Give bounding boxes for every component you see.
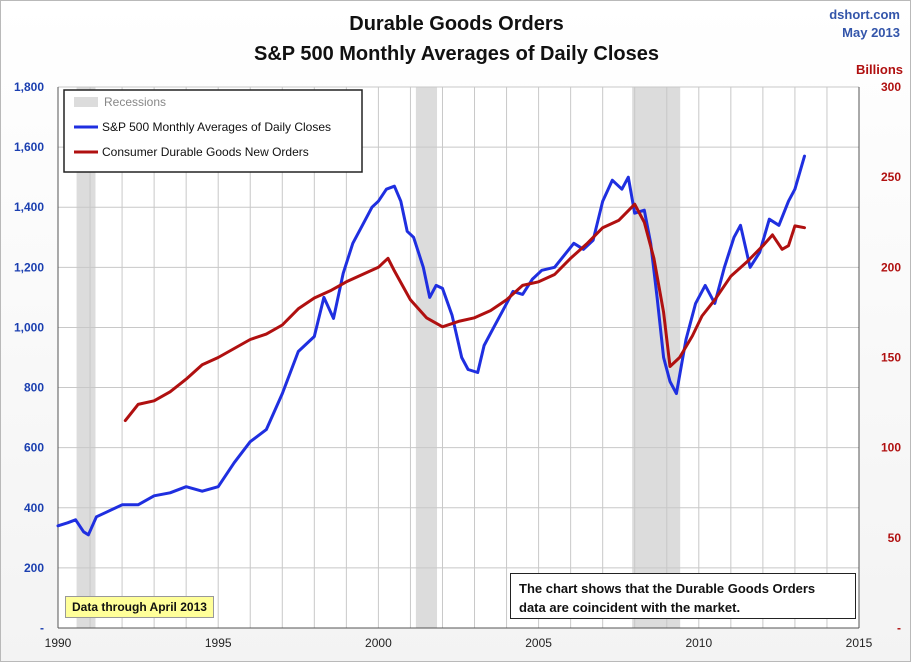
legend-recession-swatch [74,97,98,107]
y-right-tick-label: - [897,621,901,635]
x-tick-label: 1990 [45,636,72,650]
legend-recession-label: Recessions [104,95,166,109]
y-left-tick-label: 1,800 [14,80,44,94]
y-right-tick-label: 100 [881,441,901,455]
source-label: dshort.com [829,7,900,22]
x-tick-label: 2000 [365,636,392,650]
y-right-tick-label: 50 [888,531,902,545]
recession-band [415,87,438,628]
y-left-tick-label: 800 [24,381,44,395]
x-tick-label: 2015 [846,636,873,650]
legend-durable-label: Consumer Durable Goods New Orders [102,145,309,159]
y-left-tick-label: 1,400 [14,200,44,214]
y-left-tick-label: - [40,621,44,635]
y-left-tick-label: 1,600 [14,140,44,154]
legend-box [63,89,363,173]
y-left-tick-label: 1,200 [14,260,44,274]
recession-band [632,87,681,628]
x-tick-label: 1995 [205,636,232,650]
y-right-unit-label: Billions [856,62,903,77]
recession-band [76,87,96,628]
y-right-tick-label: 300 [881,80,901,94]
source-date: May 2013 [842,25,900,40]
plot-area [58,87,859,628]
y-left-tick-label: 200 [24,561,44,575]
commentary-line2: data are coincident with the market. [519,600,741,615]
y-right-tick-label: 150 [881,351,901,365]
sp500-line [56,154,806,537]
y-left-tick-label: 400 [24,501,44,515]
x-tick-label: 2005 [525,636,552,650]
y-right-tick-label: 250 [881,170,901,184]
commentary-box: The chart shows that the Durable Goods O… [510,573,856,619]
y-right-tick-label: 200 [881,260,901,274]
chart-title-line1: Durable Goods Orders [349,13,564,35]
chart-title-line2: S&P 500 Monthly Averages of Daily Closes [254,43,659,65]
y-left-tick-label: 600 [24,441,44,455]
legend-sp500-label: S&P 500 Monthly Averages of Daily Closes [102,120,331,134]
y-left-tick-label: 1,000 [14,320,44,334]
commentary-line1: The chart shows that the Durable Goods O… [519,581,816,596]
data-through-label: Data through April 2013 [65,596,214,618]
x-tick-label: 2010 [685,636,712,650]
durable-goods-line [123,202,806,423]
